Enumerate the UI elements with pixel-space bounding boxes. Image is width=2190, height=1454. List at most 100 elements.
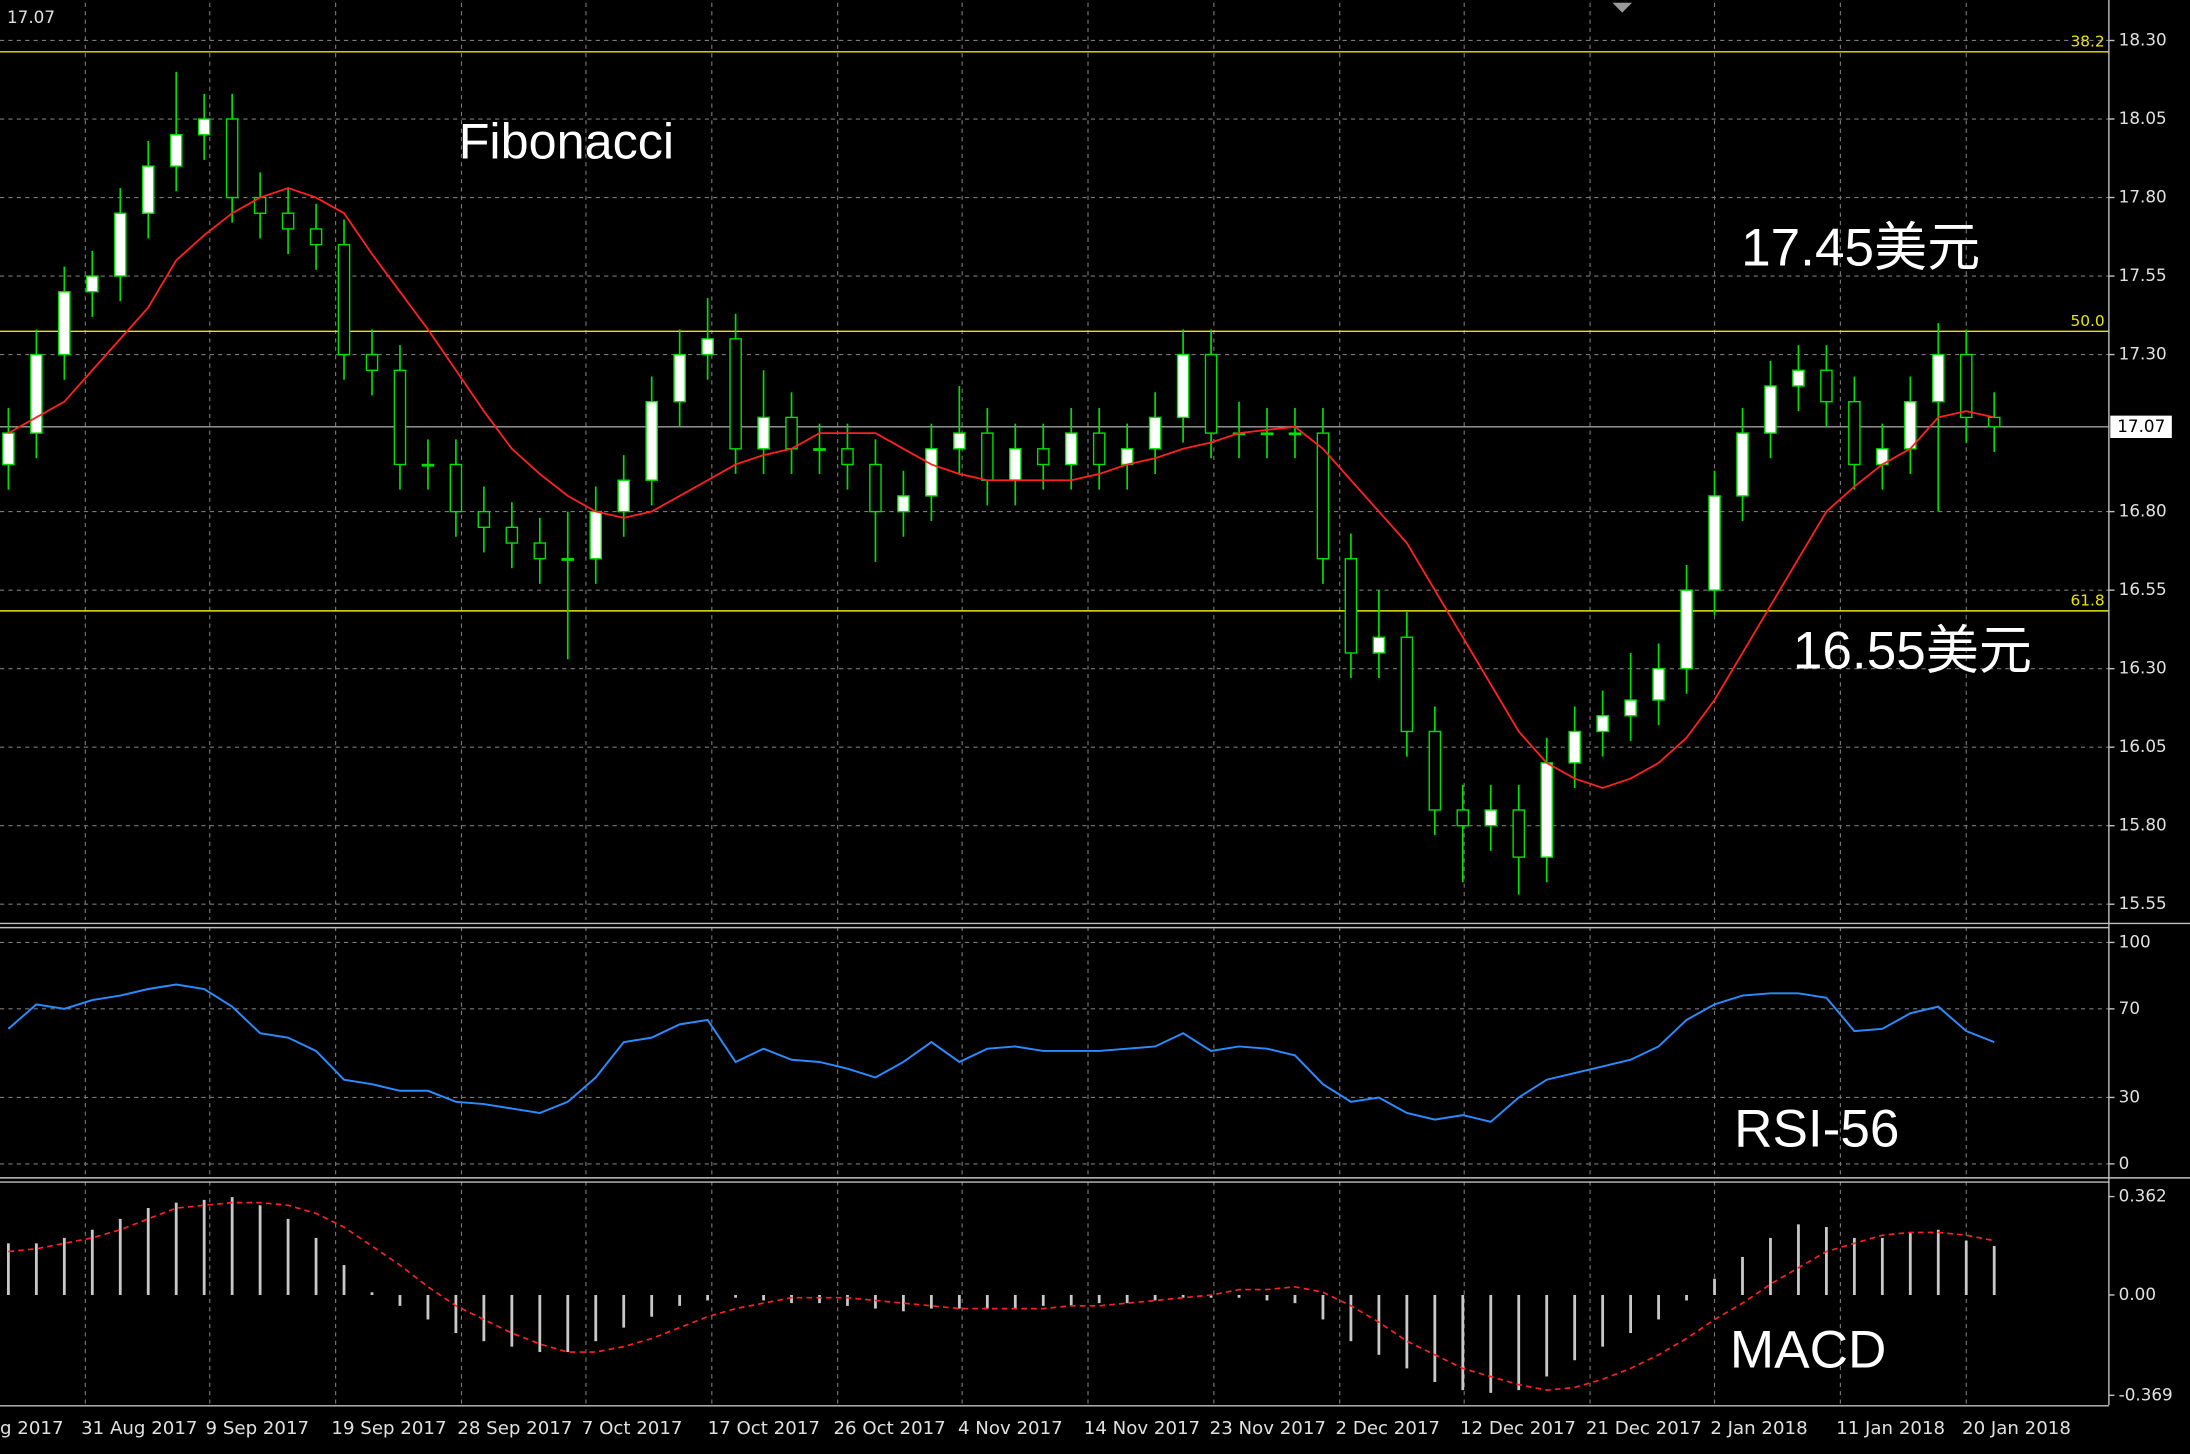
annotation: Fibonacci: [459, 113, 674, 170]
x-tick-label: 17 Oct 2017: [708, 1418, 820, 1439]
candle-body: [1792, 369, 1805, 387]
candle-body: [1008, 448, 1022, 481]
x-tick-label: 31 Aug 2017: [81, 1418, 197, 1439]
candle-body: [589, 510, 603, 560]
x-tick-label: 26 Oct 2017: [833, 1418, 945, 1439]
candle-body: [1568, 730, 1581, 764]
candle-body: [1820, 369, 1833, 403]
x-tick-label: 21 Dec 2017: [1586, 1418, 1702, 1439]
candle-body: [1260, 432, 1274, 436]
candle-body: [1316, 432, 1330, 560]
x-tick-label: 2 Jan 2018: [1710, 1418, 1807, 1439]
y-tick-label: 0: [2119, 1153, 2130, 1173]
x-tick-label: 23 Nov 2017: [1210, 1418, 1326, 1439]
candle-body: [1204, 353, 1218, 434]
y-tick-label: 15.80: [2119, 815, 2167, 835]
candle-body: [561, 558, 575, 561]
current-price-label: 17.07: [2117, 416, 2165, 436]
panel-title: RSI-56: [1734, 1099, 1899, 1158]
x-tick-label: 11 Jan 2018: [1836, 1418, 1945, 1439]
y-tick-label: 70: [2119, 998, 2140, 1018]
candle-body: [1848, 400, 1861, 466]
candle-body: [729, 338, 742, 450]
candle-body: [1680, 589, 1693, 670]
candle-body: [30, 353, 43, 434]
candle-body: [113, 212, 127, 277]
y-tick-label: 100: [2119, 931, 2151, 951]
candle-body: [533, 542, 547, 560]
plot-layer: 38.2 50.0 61.8: [0, 2, 2115, 1406]
candle-body: [1344, 558, 1358, 654]
candle-body: [1708, 495, 1721, 591]
candle-body: [197, 118, 211, 136]
candle-body: [281, 212, 295, 230]
candle-body: [421, 463, 435, 467]
candle-body: [309, 228, 323, 246]
candle-body: [981, 432, 994, 481]
x-tick-label: 4 Nov 2017: [958, 1418, 1063, 1439]
candle-body: [393, 369, 407, 466]
candle-body: [1652, 667, 1665, 701]
candle-body: [1931, 353, 1945, 403]
candle-body: [813, 448, 826, 451]
y-tick-label: 18.05: [2119, 108, 2167, 128]
candle-body: [1596, 715, 1609, 733]
annotation: 17.45美元: [1741, 219, 1980, 278]
candle-body: [337, 243, 351, 356]
candle-body: [1120, 448, 1134, 466]
candle-body: [617, 479, 631, 513]
candle-body: [1064, 432, 1078, 466]
y-tick-label: 16.05: [2119, 736, 2167, 756]
candle-body: [785, 416, 798, 450]
y-tick-label: 15.55: [2119, 893, 2167, 913]
y-tick-label: 16.80: [2119, 501, 2167, 521]
candle-body: [1959, 353, 1973, 419]
candle-body: [1428, 730, 1442, 811]
x-tick-label: g 2017: [0, 1418, 64, 1439]
fibonacci-label: 38.2: [2070, 33, 2104, 51]
y-tick-label: 30: [2119, 1086, 2140, 1106]
candle-body: [1540, 762, 1553, 858]
x-tick-label: 14 Nov 2017: [1084, 1418, 1200, 1439]
candle-body: [645, 400, 658, 481]
y-tick-label: 17.80: [2119, 187, 2167, 207]
candle-body: [701, 338, 714, 356]
candle-body: [757, 416, 770, 450]
moving-average: [7, 187, 1995, 789]
y-tick-label: 16.55: [2119, 579, 2167, 599]
x-tick-label: 12 Dec 2017: [1460, 1418, 1576, 1439]
y-tick-label: 17.55: [2119, 265, 2167, 285]
y-tick-label: 0.362: [2119, 1186, 2167, 1206]
panel-title: MACD: [1730, 1320, 1886, 1379]
candle-body: [1484, 809, 1498, 827]
rsi-line: [7, 983, 1995, 1123]
candle-body: [169, 134, 183, 167]
x-tick-label: 19 Sep 2017: [331, 1418, 446, 1439]
candle-body: [1092, 432, 1106, 466]
candle-body: [1904, 400, 1917, 450]
candle-body: [1987, 416, 2001, 428]
x-tick-label: 9 Sep 2017: [206, 1418, 310, 1439]
y-tick-label: 0.00: [2119, 1284, 2156, 1304]
x-tick-label: 28 Sep 2017: [457, 1418, 572, 1439]
candle-body: [1400, 636, 1414, 733]
candle-body: [141, 165, 155, 214]
candle-body: [673, 353, 686, 403]
candle-body: [1456, 809, 1470, 827]
candle-body: [2, 432, 15, 466]
fibonacci-label: 50.0: [2070, 312, 2104, 330]
candle-body: [477, 510, 491, 529]
shift-marker: [1612, 2, 1633, 13]
candle-body: [449, 463, 463, 513]
candle-body: [953, 432, 966, 450]
annotation: 16.55美元: [1793, 621, 2032, 680]
fibonacci-label: 61.8: [2070, 592, 2104, 610]
candle-body: [86, 275, 99, 293]
current-price-box: [2110, 415, 2172, 439]
candle-body: [841, 448, 854, 466]
candle-body: [1176, 353, 1190, 419]
x-tick-label: 7 Oct 2017: [582, 1418, 683, 1439]
candle-body: [1372, 636, 1386, 654]
